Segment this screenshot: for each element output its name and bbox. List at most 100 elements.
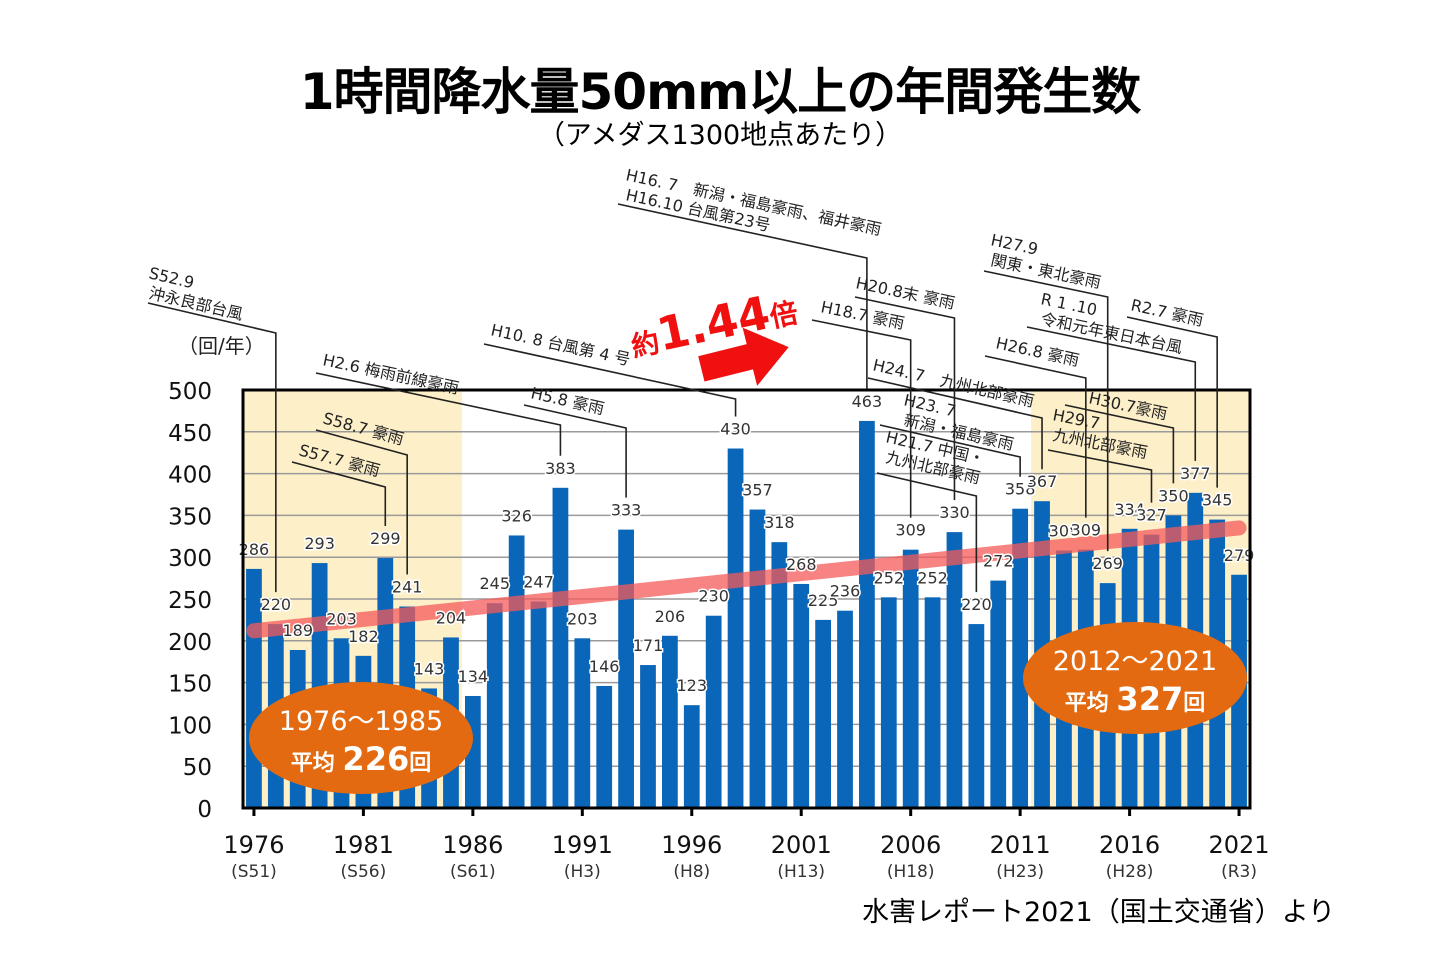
value-label: 236: [830, 582, 861, 601]
value-label: 430: [720, 420, 751, 439]
value-label: 123: [676, 676, 707, 695]
annotation-leader-line: [879, 424, 1021, 477]
x-tick-label: 1976: [223, 831, 284, 859]
ratio-text-part: 約: [628, 325, 662, 363]
x-tick-label: 2021: [1209, 831, 1270, 859]
value-labels: 2862201892932031822992411432041342453262…: [237, 390, 1256, 696]
arrow-right-icon: [698, 327, 789, 386]
axes: 0 50 100 150 200 250 300 350 400 450 500 1976 (S51) 1…: [168, 379, 1269, 882]
annotation-leader-line: [1047, 449, 1153, 503]
chart-title: 1時間降水量50mm以上の年間発生数: [299, 63, 1142, 121]
value-label: 383: [545, 459, 576, 478]
value-label: 220: [261, 595, 292, 614]
x-tick-label: 1986: [442, 831, 503, 859]
value-label: 268: [786, 555, 817, 574]
y-tick-label: 50: [183, 755, 212, 781]
bar: [815, 619, 832, 808]
bar: [530, 601, 547, 808]
bar: [924, 597, 941, 808]
annotation-leader-line: [867, 377, 1043, 470]
bar: [661, 635, 678, 808]
annotation-leader-line: [315, 429, 408, 575]
bar: [574, 638, 591, 808]
y-axis-label: （回/年）: [178, 334, 265, 358]
value-label: 330: [939, 503, 970, 522]
y-tick-label: 500: [168, 379, 212, 405]
source-note: 水害レポート2021（国土交通省）より: [862, 897, 1336, 928]
value-label: 220: [961, 595, 992, 614]
average-text-part: 平均: [291, 750, 343, 776]
annotation-leader-line: [876, 472, 978, 593]
annotation-leader-line: [811, 319, 912, 518]
x-tick-era-label: (S56): [341, 862, 387, 882]
average-value: 平均 226回: [291, 740, 431, 778]
value-label: 146: [589, 657, 620, 676]
value-label: 357: [742, 481, 773, 500]
annotation-leader-line: [983, 270, 1109, 552]
x-tick-label: 1981: [333, 831, 394, 859]
value-label: 204: [436, 608, 467, 627]
average-period: 2012〜2021: [1053, 646, 1217, 677]
x-tick-era-label: (S51): [231, 862, 277, 882]
x-tick-era-label: (H18): [887, 862, 935, 882]
y-tick-label: 250: [168, 588, 212, 614]
annotation-leader-line: [1026, 326, 1197, 461]
value-label: 272: [983, 552, 1014, 571]
value-label: 252: [874, 568, 905, 587]
value-label: 463: [852, 392, 883, 411]
x-tick-label: 1991: [552, 831, 613, 859]
value-label: 334: [1114, 500, 1145, 519]
average-ellipse: [1023, 622, 1247, 734]
x-tick-label: 1996: [661, 831, 722, 859]
value-label: 318: [764, 513, 795, 532]
average-ellipse: [249, 682, 473, 794]
value-label: 203: [567, 609, 598, 628]
value-label: 345: [1202, 491, 1233, 510]
value-label: 326: [501, 506, 532, 525]
value-label: 182: [348, 627, 379, 646]
bar: [946, 532, 963, 808]
bar: [618, 529, 634, 808]
annotation-text: 沖永良部台風: [147, 283, 245, 323]
chart-subtitle: （アメダス1300地点あたり）: [537, 120, 903, 151]
bar: [1012, 508, 1029, 808]
bar: [837, 610, 853, 808]
bar: [749, 509, 766, 808]
value-label: 367: [1027, 472, 1058, 491]
value-label: 309: [1071, 521, 1102, 540]
y-tick-label: 300: [168, 546, 212, 572]
value-label: 241: [392, 578, 423, 597]
x-tick-era-label: (H28): [1106, 862, 1154, 882]
annotation-leader-line: [483, 343, 737, 417]
value-label: 230: [698, 587, 729, 606]
value-label: 206: [655, 607, 686, 626]
ratio-text-part: 倍: [767, 296, 801, 334]
annotation-leader-line: [315, 372, 562, 456]
value-label: 299: [370, 529, 401, 548]
x-tick-era-label: (H8): [673, 862, 710, 882]
y-tick-label: 150: [168, 672, 212, 698]
value-label: 293: [304, 534, 335, 553]
value-label: 247: [523, 573, 554, 592]
annotation-leader-line: [147, 302, 277, 593]
annotation-leader-line: [291, 461, 387, 527]
x-tick-era-label: (H13): [777, 862, 825, 882]
bar: [727, 448, 744, 808]
average-value: 平均 327回: [1065, 680, 1205, 718]
y-tick-label: 200: [168, 630, 212, 656]
value-label: 279: [1224, 546, 1255, 565]
bar: [640, 665, 656, 808]
value-label: 377: [1180, 464, 1211, 483]
x-tick-era-label: (H3): [564, 862, 601, 882]
bar: [771, 542, 788, 808]
annotation-leader-line: [854, 296, 956, 501]
annotation-text: H26.8 豪雨: [994, 333, 1081, 370]
average-text-part: 平均: [1065, 690, 1117, 716]
value-label: 309: [895, 521, 926, 540]
value-label: 308: [1049, 522, 1080, 541]
annotation-leader-line: [1126, 316, 1218, 488]
bar: [859, 420, 875, 808]
annotation-text: 関東・東北豪雨: [989, 250, 1103, 292]
